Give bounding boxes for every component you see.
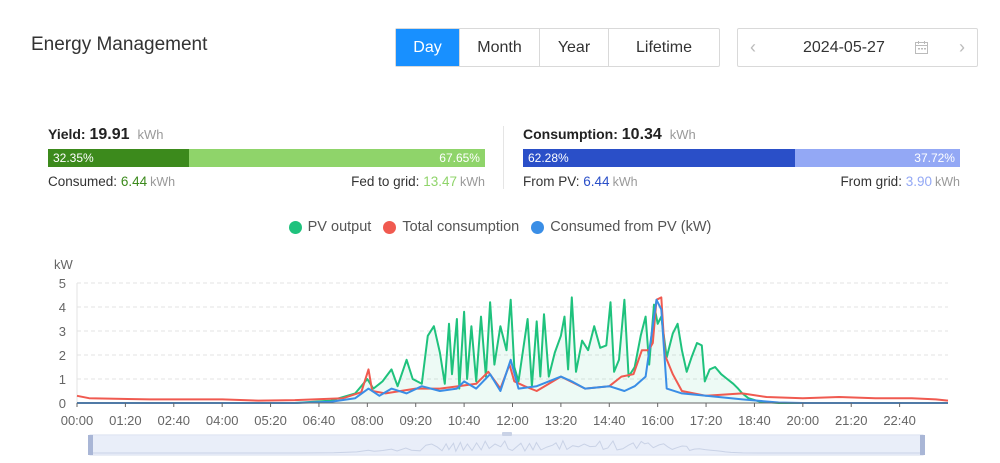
tab-month[interactable]: Month [460,29,540,66]
y-axis-label: kW [54,257,74,272]
series-line-2 [77,298,948,404]
calendar-icon[interactable] [914,40,929,55]
x-tick-label: 17:20 [690,413,723,428]
y-tick-label: 4 [59,300,66,315]
date-picker[interactable]: ‹ 2024-05-27 › [737,28,978,67]
chevron-left-icon[interactable]: ‹ [750,37,756,57]
yield-label: Yield: [48,126,86,142]
consumption-pv-segment: 62.28% [523,149,796,167]
yield-bar: 32.35% 67.65% [48,149,485,167]
from-grid-label: From grid: [840,174,902,189]
x-tick-label: 01:20 [109,413,142,428]
from-pv-unit: kWh [612,175,638,189]
consumption-bar: 62.28% 37.72% [523,149,960,167]
yield-heading: Yield: 19.91 kWh [48,126,485,146]
x-tick-label: 00:00 [61,413,94,428]
date-value[interactable]: 2024-05-27 [803,39,885,56]
consumption-grid-segment: 37.72% [795,149,960,167]
zoom-handle-right[interactable] [920,435,925,455]
from-grid-value: 3.90 [905,174,932,189]
page-title: Energy Management [31,34,208,55]
yield-value: 19.91 [89,126,130,143]
zoom-preview-line [92,439,921,454]
legend-label: Consumed from PV (kW) [550,219,712,235]
yield-breakdown: Consumed: 6.44 kWh Fed to grid: 13.47 kWh [48,174,485,192]
zoom-handle-left[interactable] [88,435,93,455]
y-tick-label: 2 [59,348,66,363]
period-tabs: Day Month Year Lifetime [395,28,720,67]
y-tick-label: 3 [59,324,66,339]
yield-fed-segment: 67.65% [189,149,485,167]
x-tick-label: 22:40 [883,413,916,428]
consumed-from-pv-dot-icon [531,220,545,234]
consumption-summary: Consumption: 10.34 kWh 62.28% 37.72% Fro… [523,126,960,192]
consumption-breakdown: From PV: 6.44 kWh From grid: 3.90 kWh [523,174,960,192]
yield-consumed-segment: 32.35% [48,149,190,167]
legend-item-consumed-from-pv[interactable]: Consumed from PV (kW) [531,217,711,237]
consumed-unit: kWh [150,175,176,189]
fed-to-grid-value: 13.47 [423,174,457,189]
legend-item-total-consumption[interactable]: Total consumption [383,217,519,237]
x-tick-label: 18:40 [738,413,771,428]
legend-label: PV output [307,219,372,235]
x-tick-label: 06:40 [303,413,336,428]
tab-lifetime[interactable]: Lifetime [635,38,693,56]
consumption-unit: kWh [669,127,696,142]
legend-item-pv-output[interactable]: PV output [288,217,372,237]
x-tick-label: 20:00 [787,413,820,428]
fed-to-grid-unit: kWh [460,175,485,189]
zoom-grip[interactable] [502,432,512,436]
y-tick-label: 1 [59,372,66,387]
y-axis-ticks: 0 1 2 3 4 5 [59,276,66,411]
x-tick-label: 05:20 [254,413,287,428]
series-line-0 [77,296,948,404]
consumed-value: 6.44 [120,174,148,189]
consumption-label: Consumption: [523,126,618,142]
chevron-right-icon[interactable]: › [959,37,965,57]
x-tick-label: 16:00 [641,413,674,428]
legend-label: Total consumption [402,219,520,235]
from-pv-label: From PV: [523,174,580,189]
x-tick-label: 13:20 [545,413,578,428]
x-axis: 00:00 01:20 02:40 04:00 05:20 06:40 08:00 09:20… [61,402,948,428]
y-tick-label: 5 [59,276,66,291]
yield-unit: kWh [137,127,164,142]
y-tick-label: 0 [59,396,66,411]
from-pv-value: 6.44 [583,174,610,189]
x-tick-label: 02:40 [158,413,191,428]
x-tick-label: 09:20 [399,413,432,428]
tab-day[interactable]: Day [396,29,460,66]
consumed-label: Consumed: [48,174,118,189]
pv-output-dot-icon [288,220,302,234]
from-grid-unit: kWh [935,175,960,189]
consumption-heading: Consumption: 10.34 kWh [523,126,960,146]
x-tick-label: 14:40 [593,413,626,428]
zoom-slider [88,432,925,456]
x-tick-label: 04:00 [206,413,239,428]
x-tick-label: 10:40 [448,413,481,428]
total-consumption-dot-icon [383,220,397,234]
x-tick-label: 08:00 [351,413,384,428]
tab-year[interactable]: Year [540,29,609,66]
fed-to-grid-label: Fed to grid: [351,174,420,189]
power-line-chart: kW 0 1 2 3 4 5 00:00 01:20 02:40 04:00 05:20 06:40… [54,257,949,456]
x-tick-label: 21:20 [835,413,868,428]
chart-series [76,296,949,404]
x-tick-label: 12:00 [496,413,529,428]
divider [503,126,504,189]
chart-legend: PV output Total consumption Consumed fro… [0,217,1000,237]
yield-summary: Yield: 19.91 kWh 32.35% 67.65% Consumed:… [48,126,485,192]
consumption-value: 10.34 [621,126,662,143]
